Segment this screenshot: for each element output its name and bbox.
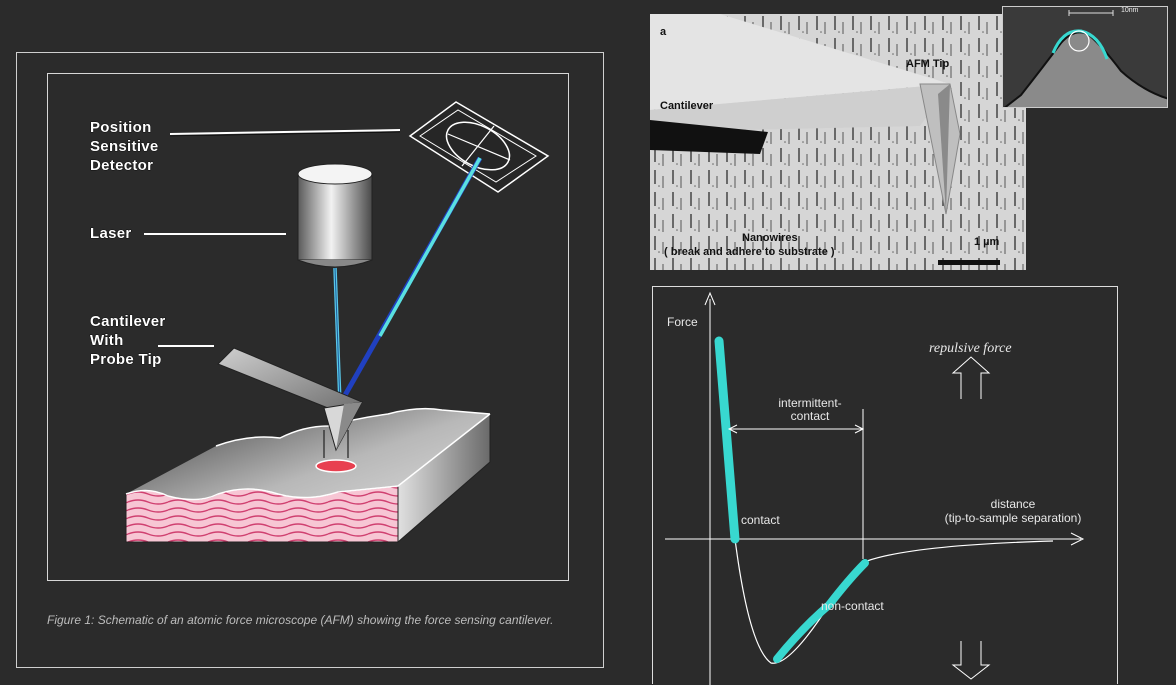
sample-block [125, 407, 491, 544]
inset-scale-label: 10nm [1121, 7, 1139, 14]
cantilever-label-line-1: Cantilever [90, 313, 166, 331]
nanowires-label: Nanowires [742, 232, 798, 244]
cantilever-sem-label: Cantilever [660, 100, 714, 112]
distance-axis-label: distance (tip-to-sample separation) [913, 497, 1113, 525]
scale-bar [938, 260, 1000, 265]
noncontact-region-highlight [773, 559, 869, 663]
intermittent-label-line-1: intermittent- [778, 396, 842, 410]
psd-label-line-1: Position [90, 119, 152, 137]
afm-tip-label: AFM Tip [906, 58, 950, 70]
intermittent-label-line-2: contact [790, 409, 830, 423]
afm-schematic-panel: Position Sensitive Detector Laser Cantil… [16, 52, 604, 668]
psd-label: Position Sensitive Detector [90, 118, 159, 175]
afm-schematic-drawing [125, 101, 550, 544]
force-axis-label: Force [667, 315, 698, 329]
distance-label-line-1: distance [990, 497, 1036, 511]
repulsive-arrow-icon [951, 356, 991, 399]
afm-schematic-figure: Position Sensitive Detector Laser Cantil… [47, 73, 569, 581]
sem-image-panel: a AFM Tip Cantilever Nanowires ( break a… [650, 14, 1026, 270]
attractive-arrow-icon [951, 641, 991, 680]
scale-bar-label: 1 µm [974, 236, 1000, 248]
psd-label-line-3: Detector [90, 157, 154, 175]
tip-inset-panel: 10nm [1002, 6, 1168, 108]
cantilever-label: Cantilever With Probe Tip [90, 312, 166, 369]
cantilever-label-line-2: With [90, 332, 124, 350]
laser-shape [297, 163, 373, 268]
tip-inset-image [1003, 10, 1167, 107]
psd-leader-line [169, 129, 401, 135]
contact-label: contact [741, 513, 780, 527]
laser-label: Laser [90, 225, 132, 243]
force-curve-plot [665, 291, 1085, 685]
intermittent-contact-label: intermittent- contact [755, 397, 865, 423]
contact-region-highlight [714, 336, 740, 544]
distance-label-line-2: (tip-to-sample separation) [944, 511, 1082, 525]
repulsive-force-label: repulsive force [929, 341, 1012, 356]
figure-caption: Figure 1: Schematic of an atomic force m… [47, 613, 554, 627]
detector-shape [408, 101, 550, 193]
nanowires-note: ( break and adhere to substrate ) [664, 246, 835, 258]
psd-label-line-2: Sensitive [90, 138, 159, 156]
cantilever-shape [217, 347, 363, 452]
force-curve-panel: Force repulsive force intermittent- cont… [652, 286, 1118, 685]
sem-image [650, 14, 1026, 270]
noncontact-label: non-contact [821, 599, 884, 613]
cantilever-label-line-3: Probe Tip [90, 351, 162, 369]
sem-panel-letter: a [660, 26, 667, 38]
